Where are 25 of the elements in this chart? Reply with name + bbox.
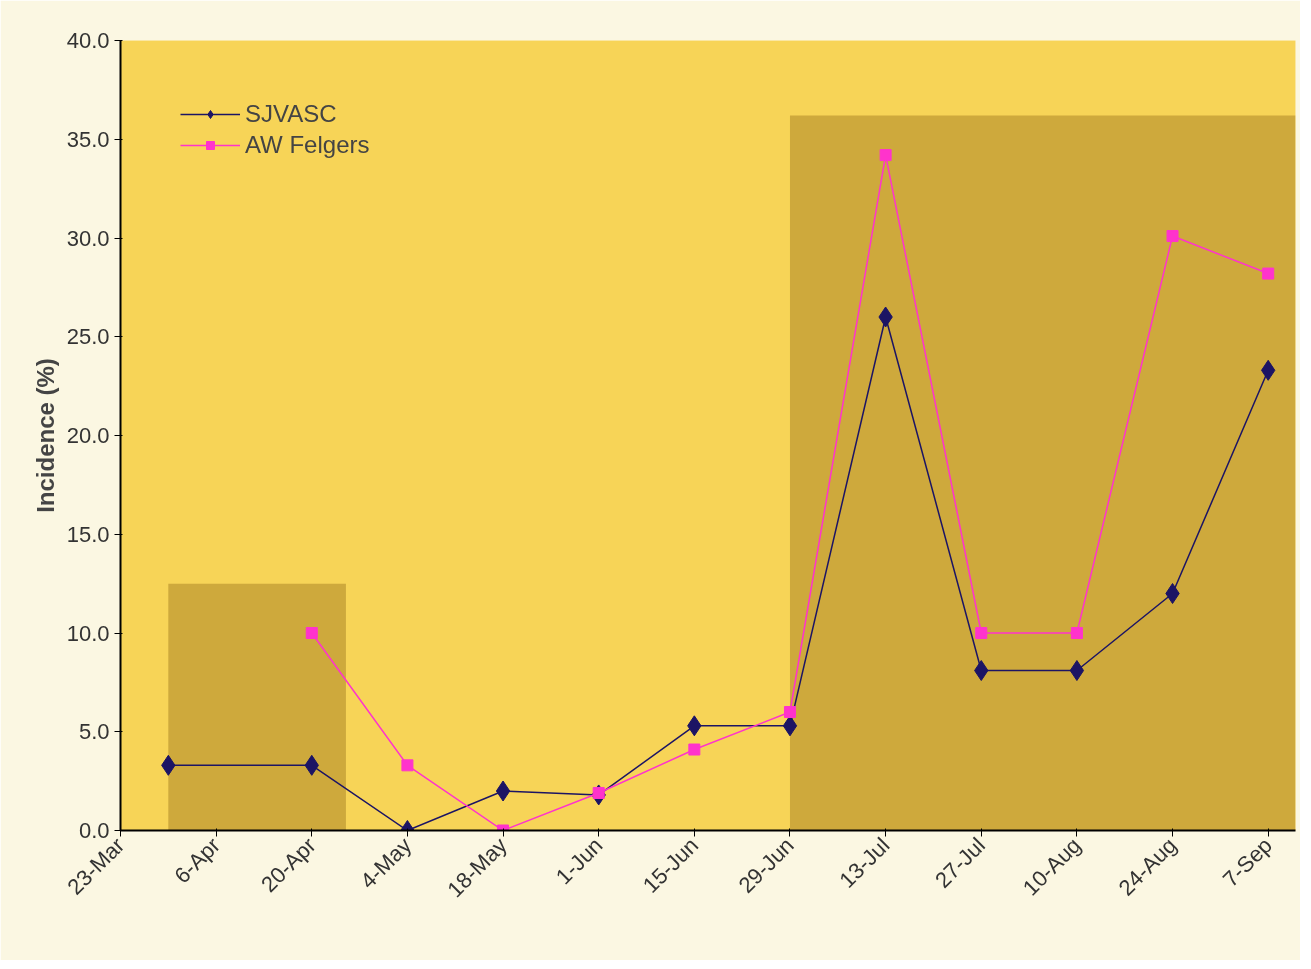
y-axis-title: Incidence (%): [31, 358, 59, 513]
y-tick-label: 20.0: [66, 423, 110, 448]
y-tick-label: 40.0: [66, 28, 110, 53]
point: [1069, 660, 1085, 682]
point: [401, 759, 414, 772]
y-tick-label: 5.0: [78, 719, 110, 745]
y-tick-label: 25.0: [66, 324, 110, 350]
point: [1262, 267, 1275, 280]
legend-label: AW Felgers: [245, 131, 370, 159]
y-tick-label: 15.0: [66, 521, 110, 547]
point: [1165, 583, 1180, 604]
point: [1166, 230, 1179, 243]
y-tick-label: 10.0: [66, 620, 110, 646]
point: [1070, 627, 1083, 639]
y-tick-label: 0.0: [78, 818, 110, 843]
point: [782, 715, 798, 737]
point: [879, 149, 892, 162]
y-tick-label: 30.0: [66, 225, 110, 251]
point: [975, 627, 988, 639]
point: [783, 706, 796, 718]
y-tick-label: 35.0: [66, 126, 110, 152]
point: [305, 627, 318, 639]
point: [495, 780, 511, 802]
point: [688, 743, 701, 756]
legend-label: SJVASC: [245, 100, 337, 128]
